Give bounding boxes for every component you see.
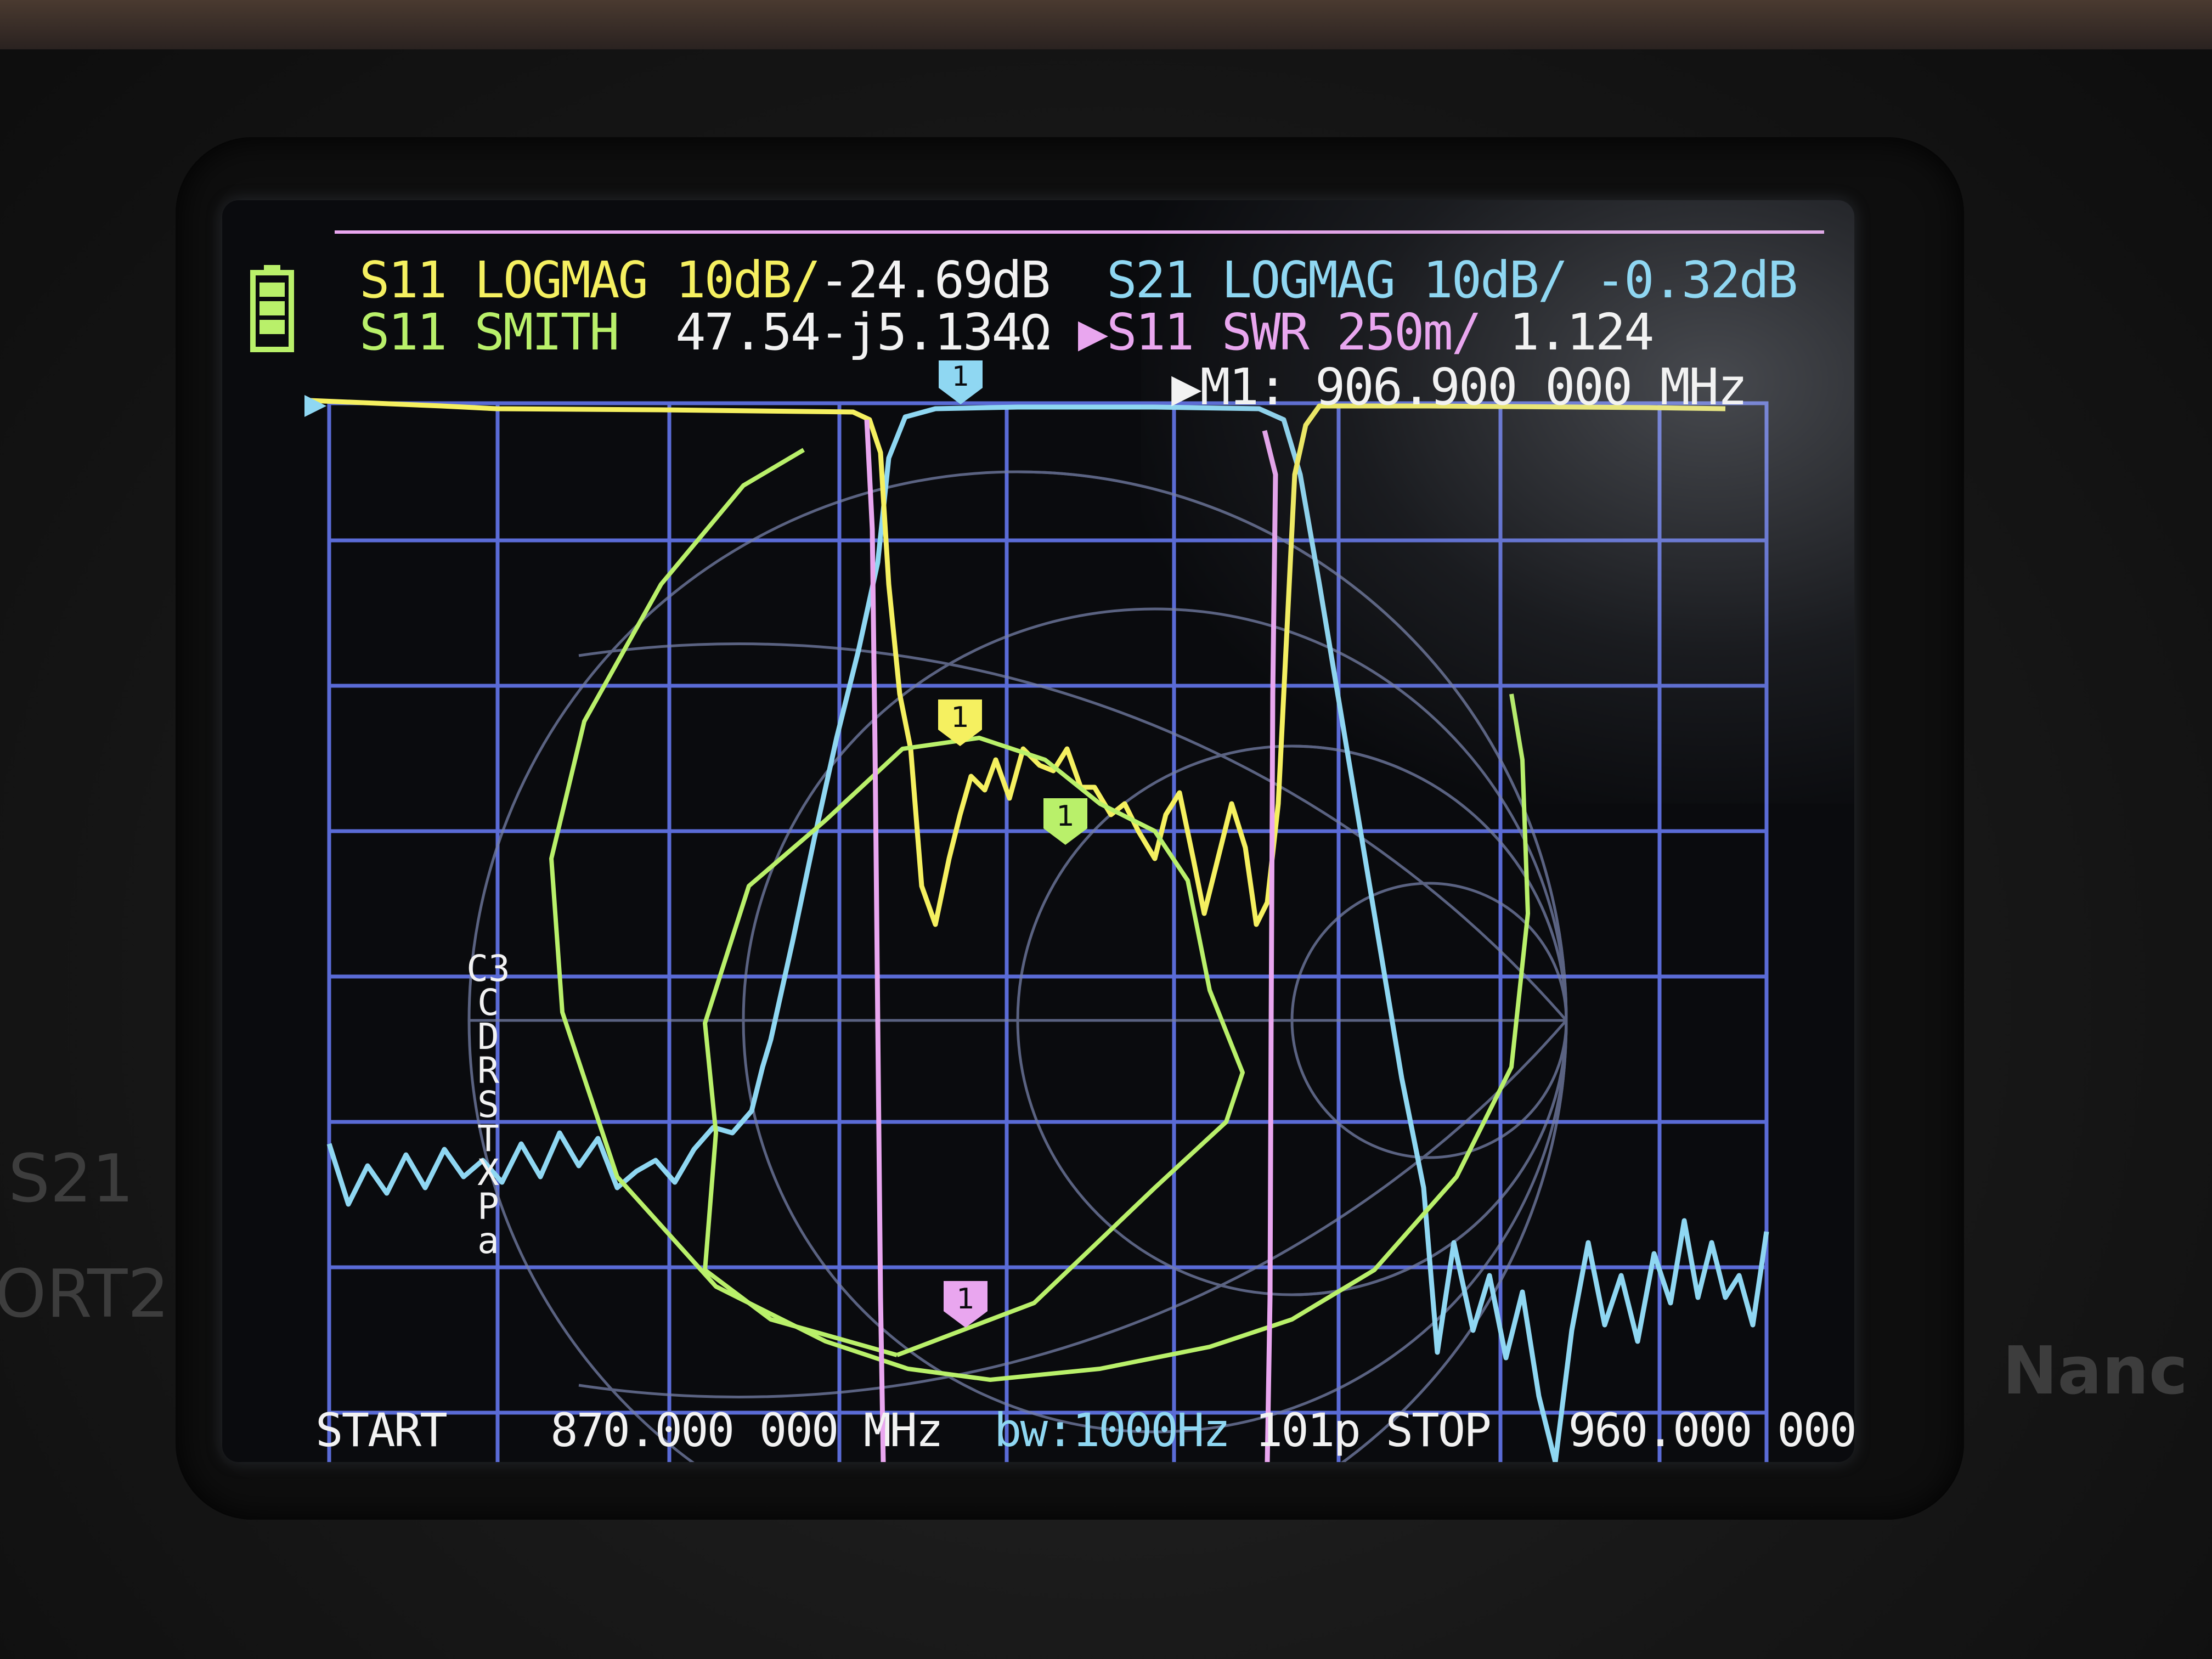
brand-label: Nanc	[2002, 1333, 2188, 1409]
reference-arrow-icon	[304, 395, 326, 417]
marker-frequency: 906.900 000 MHz	[1314, 358, 1748, 416]
ch4-scale[interactable]: 250m/	[1336, 303, 1482, 362]
svg-text:1: 1	[1056, 800, 1074, 833]
s21-logmag-trace	[326, 404, 1769, 1462]
points[interactable]: 101p	[1255, 1403, 1361, 1457]
start-label[interactable]: START	[315, 1403, 448, 1457]
side-label: S	[477, 1084, 499, 1126]
start-frequency[interactable]: 870.000 000 MHz	[550, 1403, 944, 1457]
side-label: X	[477, 1152, 499, 1194]
side-menu-labels[interactable]: C3 C D R S T X P a	[466, 947, 510, 1262]
s11-smith-trace	[549, 448, 1530, 1382]
side-label: C	[477, 981, 499, 1024]
ch2-name[interactable]: S21 LOGMAG	[1107, 251, 1396, 309]
s11-smith-inner-trace	[703, 736, 1245, 1357]
svg-text:1: 1	[956, 1283, 974, 1316]
battery-icon	[250, 265, 294, 352]
s11-swr-trace	[864, 419, 1278, 1462]
smith-chart-grid	[467, 470, 1568, 1462]
marker-flag-icon[interactable]: 1	[938, 699, 982, 746]
marker-flag-icon[interactable]: 1	[944, 1281, 988, 1328]
marker-readout[interactable]: ▶M1: 906.900 000 MHz	[1171, 362, 1748, 413]
desk-surface	[0, 0, 2212, 49]
side-label: C3	[466, 947, 510, 990]
port2-label: ORT2	[0, 1256, 170, 1333]
s11-logmag-trace	[309, 398, 1726, 927]
marker-flag-icon[interactable]: 1	[1043, 798, 1087, 845]
vna-screen[interactable]: 1 1 1 1 S11 LOGMAG 10dB/-24.69dB S21 LOG…	[222, 200, 1854, 1462]
ch2-value: -0.32dB	[1595, 251, 1798, 309]
side-label: P	[477, 1186, 499, 1228]
ch3-name[interactable]: S11 SMITH	[359, 303, 619, 362]
svg-text:1: 1	[952, 360, 969, 392]
footer-bar: START 870.000 000 MHz bw:1000Hz 101p STO…	[315, 1407, 1854, 1453]
header-row-2: S11 SMITH 47.54-j5.134Ω ▶S11 SWR 250m/ 1…	[359, 307, 1655, 358]
bandwidth[interactable]: bw:1000Hz	[994, 1403, 1231, 1457]
ch4-value: 1.124	[1509, 303, 1655, 362]
marker-flag-icon[interactable]: 1	[939, 360, 983, 404]
plot-area[interactable]: 1 1 1 1	[222, 200, 1854, 1462]
ch1-name[interactable]: S11 LOGMAG	[359, 251, 648, 309]
logmag-grid	[327, 401, 1769, 1462]
side-label: a	[477, 1220, 499, 1262]
ch1-scale[interactable]: 10dB/	[675, 251, 821, 309]
ch2-scale[interactable]: 10dB/	[1423, 251, 1568, 309]
side-label: R	[477, 1049, 499, 1092]
header-row-1: S11 LOGMAG 10dB/-24.69dB S21 LOGMAG 10dB…	[359, 255, 1798, 306]
svg-text:1: 1	[951, 701, 969, 734]
marker-label: ▶M1:	[1171, 358, 1288, 416]
stop-frequency[interactable]: 960.000 000 MHz	[1568, 1403, 1854, 1457]
side-label: D	[477, 1015, 499, 1058]
ch4-name[interactable]: ▶S11 SWR	[1077, 303, 1310, 362]
port-label: S21	[8, 1141, 134, 1217]
ch1-value: -24.69dB	[819, 251, 1051, 309]
stop-label[interactable]: STOP	[1385, 1403, 1492, 1457]
ch3-value: 47.54-j5.134Ω	[675, 303, 1051, 362]
side-label: T	[477, 1118, 499, 1160]
